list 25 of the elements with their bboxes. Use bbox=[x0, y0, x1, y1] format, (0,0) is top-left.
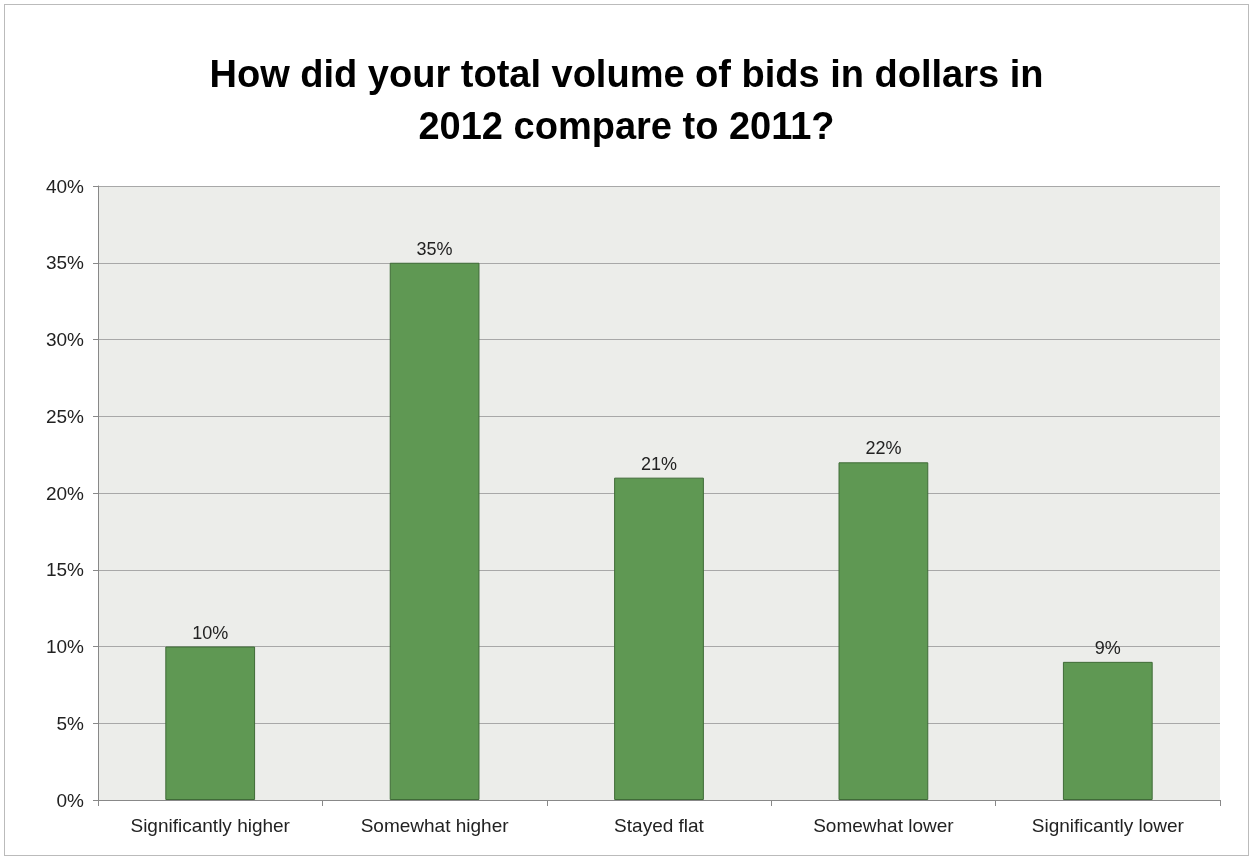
data-label: 21% bbox=[640, 453, 678, 474]
data-label: 22% bbox=[865, 438, 902, 459]
bar bbox=[838, 462, 929, 800]
y-tick-label: 0% bbox=[56, 789, 85, 811]
y-tick-label: 30% bbox=[45, 329, 85, 350]
x-tick-label: Stayed flat bbox=[614, 815, 705, 836]
y-tick-label: 5% bbox=[56, 712, 85, 734]
x-tick-label: Somewhat higher bbox=[360, 815, 510, 836]
bar bbox=[165, 646, 256, 800]
bar bbox=[614, 477, 704, 800]
data-label: 9% bbox=[1094, 637, 1121, 658]
y-tick-label: 10% bbox=[45, 636, 85, 657]
bar bbox=[389, 262, 480, 800]
y-tick-label: 15% bbox=[45, 559, 85, 581]
x-tick-label: Significantly lower bbox=[1031, 815, 1185, 836]
y-tick-label: 35% bbox=[45, 252, 85, 274]
bar bbox=[1062, 661, 1153, 800]
chart-title: How did your total volume of bids in dollars in 2012 compare to 2011? bbox=[209, 53, 1044, 147]
data-label: 35% bbox=[416, 238, 453, 259]
y-tick-label: 20% bbox=[45, 482, 85, 504]
y-tick-label: 25% bbox=[45, 405, 85, 427]
y-tick-label: 40% bbox=[45, 175, 85, 197]
x-tick-label: Somewhat lower bbox=[813, 815, 955, 836]
x-tick-label: Significantly higher bbox=[130, 815, 291, 836]
data-label: 10% bbox=[192, 622, 229, 643]
